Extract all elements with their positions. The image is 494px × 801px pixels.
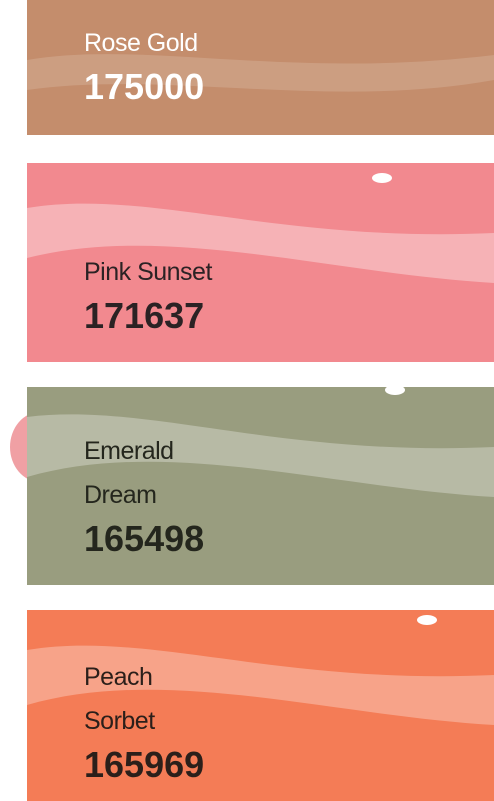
item-name: Rose Gold: [84, 21, 204, 65]
item-name: Emerald Dream: [84, 429, 226, 517]
item-value: 175000: [84, 65, 204, 109]
item-value: 165498: [84, 517, 226, 561]
item-value: 171637: [84, 294, 212, 338]
item-value: 165969: [84, 743, 226, 787]
item-name: Pink Sunset: [84, 250, 212, 294]
page: Rose Gold175000 Pink Sunset171637 Emeral…: [0, 0, 494, 801]
item-name: Peach Sorbet: [84, 655, 226, 743]
